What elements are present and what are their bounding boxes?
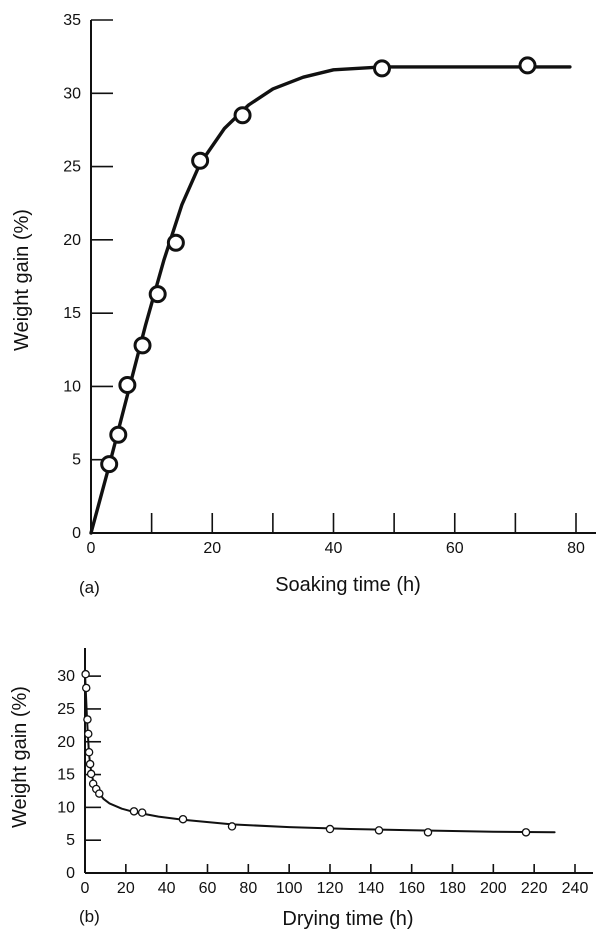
panel-label-a: (a): [79, 578, 100, 597]
data-point: [85, 759, 95, 769]
data-point: [109, 425, 128, 444]
data-point: [118, 375, 137, 394]
x-tick-label: 160: [398, 880, 425, 897]
x-tick-label: 0: [81, 880, 90, 897]
data-point: [100, 455, 119, 474]
data-point: [81, 683, 91, 693]
x-axis-label-a: Soaking time (h): [275, 574, 421, 596]
y-tick-label: 20: [63, 232, 81, 249]
data-point: [191, 151, 210, 170]
data-point: [81, 669, 90, 679]
ticks-a: 0 5 10 15 20 25 30 35 0 20 40 60 80: [63, 12, 585, 557]
x-tick-label: 100: [276, 880, 303, 897]
data-point: [521, 828, 531, 837]
data-point: [84, 729, 93, 739]
axes-a: [90, 20, 596, 534]
data-point: [178, 814, 188, 824]
fitted-curve: [84, 671, 556, 834]
y-tick-label: 5: [66, 832, 75, 849]
data-point: [95, 789, 104, 798]
x-tick-label: 200: [480, 880, 507, 897]
x-tick-label: 60: [199, 880, 217, 897]
data-point: [325, 824, 335, 834]
y-axis-label-a: Weight gain (%): [11, 209, 33, 351]
data-point: [518, 56, 537, 75]
data-point: [86, 769, 96, 779]
y-tick-label: 25: [63, 159, 81, 176]
x-tick-label: 80: [239, 880, 257, 897]
x-tick-label: 20: [117, 880, 135, 897]
data-point: [137, 808, 147, 817]
x-axis-label-b: Drying time (h): [282, 908, 413, 929]
x-tick-label: 0: [87, 540, 96, 557]
x-tick-label: 40: [325, 540, 343, 557]
axes-b: [84, 648, 593, 874]
y-tick-label: 30: [63, 85, 81, 102]
y-axis-label-b: Weight gain (%): [9, 686, 31, 828]
data-point: [233, 106, 252, 125]
data-point: [84, 748, 94, 757]
data-point: [423, 828, 433, 837]
data-point: [129, 807, 139, 816]
x-tick-label: 20: [203, 540, 221, 557]
points-a: [100, 56, 537, 474]
x-tick-label: 120: [317, 880, 344, 897]
x-tick-label: 140: [357, 880, 384, 897]
y-tick-label: 15: [63, 305, 81, 322]
ticks-b: 0 5 10 15 20 25 30 0 20 40 60 80 100 120 140 160 180 200 2…: [57, 668, 588, 897]
data-point: [83, 715, 92, 724]
chart-panel-b: 0 5 10 15 20 25 30 0 20 40 60 80 100 120 140 160 180 200 2…: [9, 648, 593, 929]
y-tick-label: 15: [57, 767, 75, 784]
y-tick-label: 35: [63, 12, 81, 29]
y-tick-label: 20: [57, 734, 75, 751]
x-tick-label: 60: [446, 540, 464, 557]
y-tick-label: 30: [57, 668, 75, 685]
data-point: [227, 822, 237, 831]
x-tick-label: 80: [567, 540, 585, 557]
data-point: [374, 826, 384, 835]
y-tick-label: 0: [66, 865, 75, 882]
curve-b: [84, 671, 556, 834]
data-point: [148, 285, 167, 304]
data-point: [166, 233, 185, 252]
y-tick-label: 5: [72, 452, 81, 469]
panel-label-b: (b): [79, 907, 100, 926]
points-b: [81, 669, 531, 837]
x-tick-label: 180: [439, 880, 466, 897]
data-point: [373, 59, 391, 78]
y-tick-label: 10: [63, 378, 81, 395]
x-tick-label: 220: [521, 880, 548, 897]
y-tick-label: 0: [72, 525, 81, 542]
y-tick-label: 25: [57, 701, 75, 718]
data-point: [133, 336, 152, 355]
y-tick-label: 10: [57, 799, 75, 816]
x-tick-label: 240: [562, 880, 589, 897]
x-tick-label: 40: [158, 880, 176, 897]
